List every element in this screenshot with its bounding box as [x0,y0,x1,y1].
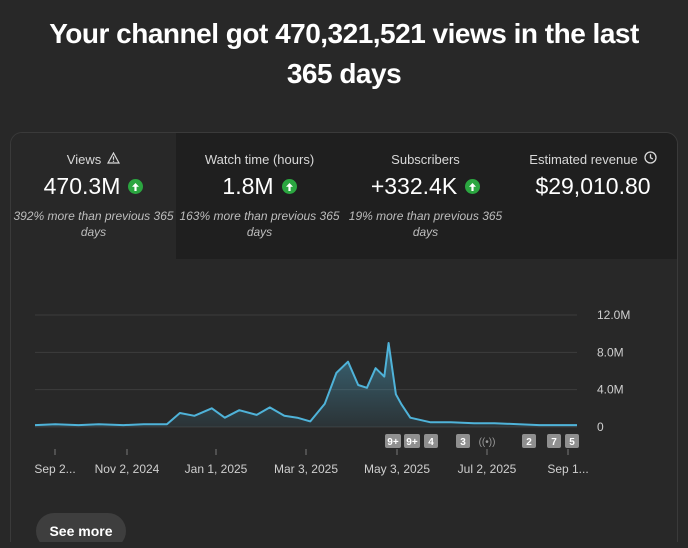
views-area-fill [35,343,577,427]
y-tick-label: 12.0M [597,308,630,322]
y-tick-label: 4.0M [597,383,624,397]
x-tick-label: May 3, 2025 [364,462,430,476]
arrow-up-icon [465,179,481,194]
warning-icon[interactable] [107,151,121,167]
x-tick-label: Mar 3, 2025 [274,462,338,476]
x-tick-label: Sep 1... [547,462,588,476]
event-marker[interactable]: 2 [522,434,536,448]
tab-subscribers[interactable]: Subscribers +332.4K 19% more than previo… [343,133,509,259]
metric-value-views: 470.3M [43,173,121,199]
svg-text:4: 4 [428,437,434,448]
metric-tabs: Views 470.3M 392% more than previous 365… [11,133,677,259]
views-chart-svg: 0 4.0M 8.0M 12.0M 9+ 9+ 4 3 ((•)) 2 7 5 Sep 2... No… [34,308,630,476]
metric-value-watch-time: 1.8M [222,173,274,199]
svg-text:5: 5 [569,437,575,448]
x-tick-label: Jul 2, 2025 [458,462,517,476]
clock-icon[interactable] [644,151,657,167]
y-tick-label: 0 [597,420,604,434]
event-marker[interactable]: 9+ [404,434,420,448]
x-tick-label: Jan 1, 2025 [185,462,248,476]
metric-label-revenue: Estimated revenue [529,151,638,167]
tab-watch-time[interactable]: Watch time (hours) 1.8M 163% more than p… [177,133,343,259]
arrow-up-icon [128,179,144,194]
page-bottom-edge [0,542,688,548]
svg-text:3: 3 [460,437,466,448]
svg-text:9+: 9+ [387,437,399,448]
metric-comparison-views: 392% more than previous 365 days [13,209,174,239]
x-tick-label: Nov 2, 2024 [95,462,160,476]
event-marker[interactable]: 4 [424,434,438,448]
event-marker[interactable]: 7 [547,434,561,448]
metric-comparison-watch-time: 163% more than previous 365 days [179,209,340,239]
views-chart: 0 4.0M 8.0M 12.0M 9+ 9+ 4 3 ((•)) 2 7 5 Sep 2... No… [11,259,677,548]
live-icon[interactable]: ((•)) [479,437,496,448]
metric-label-views: Views [66,151,102,167]
analytics-card: Views 470.3M 392% more than previous 365… [10,132,678,548]
svg-text:9+: 9+ [406,437,418,448]
metric-label-watch-time: Watch time (hours) [204,151,315,167]
svg-text:7: 7 [551,437,557,448]
svg-text:((•)): ((•)) [479,437,496,448]
x-tick-label: Sep 2... [34,462,75,476]
page-headline: Your channel got 470,321,521 views in th… [0,14,688,94]
event-marker[interactable]: 3 [456,434,470,448]
tab-estimated-revenue[interactable]: Estimated revenue $29,010.80 [509,133,677,259]
views-series-line [34,342,577,427]
metric-label-subscribers: Subscribers [391,151,460,167]
tab-views[interactable]: Views 470.3M 392% more than previous 365… [11,133,177,259]
metric-value-revenue: $29,010.80 [535,173,651,199]
headline-line-2: 365 days [286,58,402,89]
event-marker[interactable]: 5 [565,434,579,448]
headline-line-1: Your channel got 470,321,521 views in th… [49,18,639,49]
y-tick-label: 8.0M [597,345,624,359]
event-marker[interactable]: 9+ [385,434,401,448]
metric-comparison-subscribers: 19% more than previous 365 days [348,209,503,239]
svg-text:2: 2 [526,437,532,448]
arrow-up-icon [281,179,297,194]
metric-value-subscribers: +332.4K [370,173,458,199]
